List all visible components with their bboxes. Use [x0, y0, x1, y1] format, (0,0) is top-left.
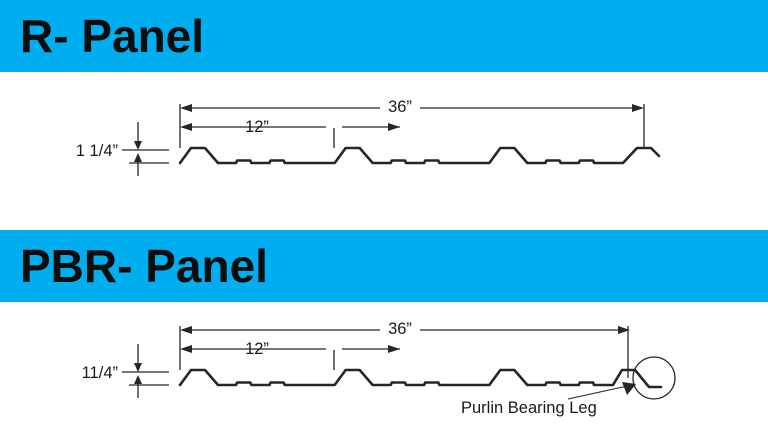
svg-text:11/4”: 11/4”: [82, 364, 118, 382]
svg-text:Purlin Bearing Leg: Purlin Bearing Leg: [461, 399, 597, 417]
svg-text:12”: 12”: [245, 340, 269, 358]
svg-text:36”: 36”: [388, 320, 412, 338]
